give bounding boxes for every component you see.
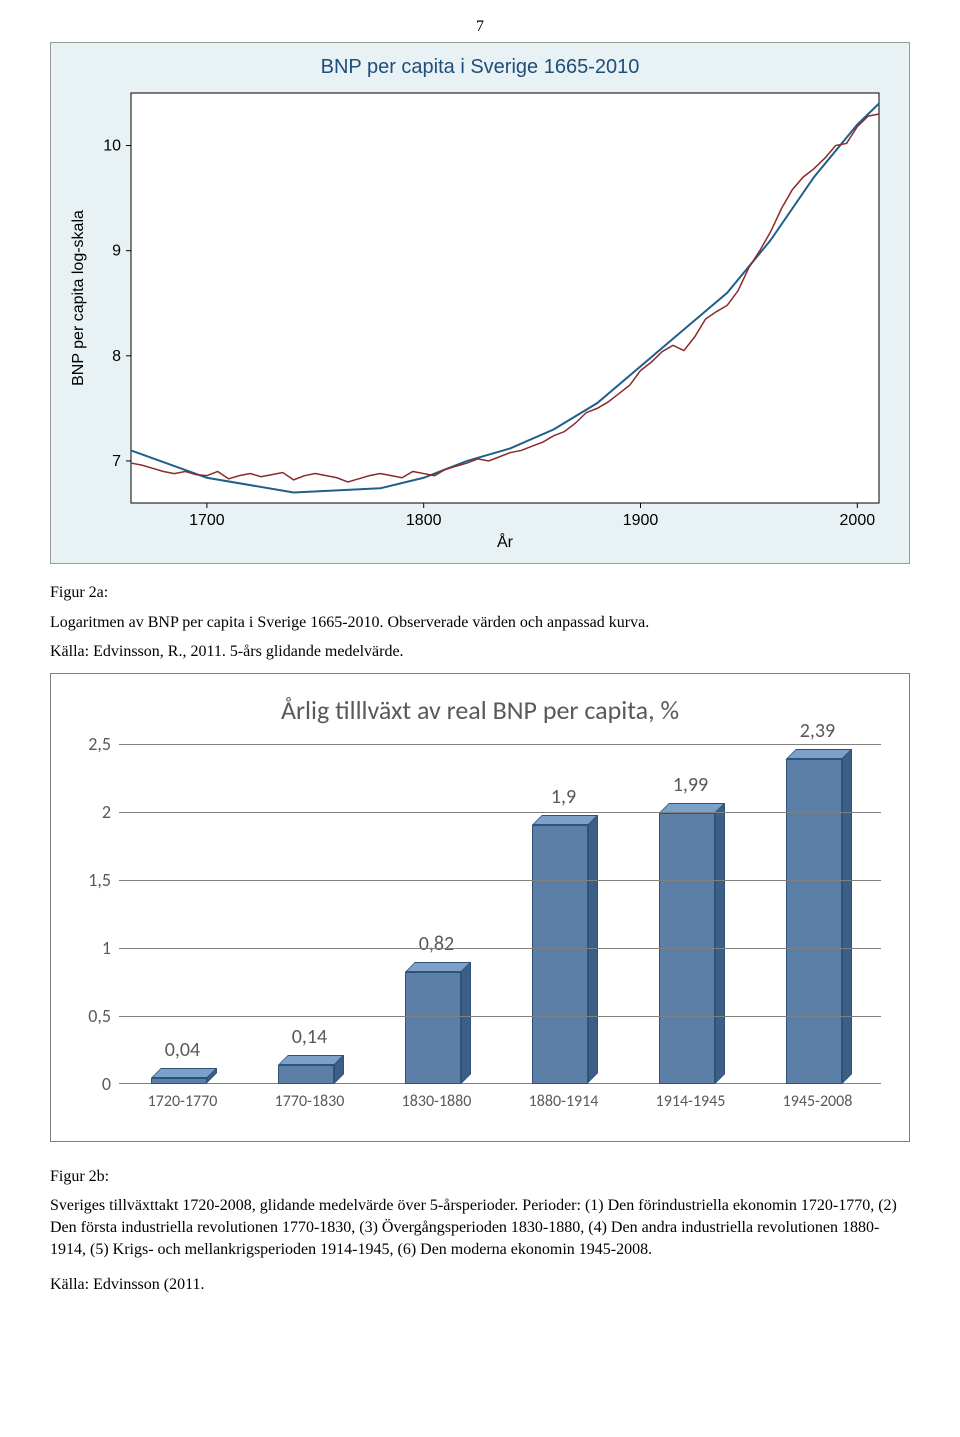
y-tick-label: 0,5 <box>88 1005 111 1027</box>
bar-value-label: 0,82 <box>419 932 454 956</box>
svg-text:1700: 1700 <box>189 512 225 529</box>
bar-column: 0,04 <box>119 744 246 1084</box>
top-chart-container: BNP per capita i Sverige 1665-2010 7 8 9 10 1… <box>50 42 910 564</box>
gridline <box>119 744 881 745</box>
line-chart: BNP per capita i Sverige 1665-2010 7 8 9 10 1… <box>51 43 909 563</box>
bar-x-label: 1945-2008 <box>754 1084 881 1111</box>
bar-value-label: 2,39 <box>800 719 835 743</box>
bar-column: 2,39 <box>754 744 881 1084</box>
fig2a-caption: Logaritmen av BNP per capita i Sverige 1… <box>50 612 910 634</box>
bar-x-label: 1880-1914 <box>500 1084 627 1111</box>
bar-x-label: 1830-1880 <box>373 1084 500 1111</box>
svg-text:1900: 1900 <box>623 512 659 529</box>
fig2b-caption: Sveriges tillväxttakt 1720-2008, glidand… <box>50 1195 910 1260</box>
bar <box>278 1065 342 1084</box>
bar-value-label: 1,99 <box>673 773 708 797</box>
gridline <box>119 948 881 949</box>
svg-text:BNP per capita i Sverige 1665-: BNP per capita i Sverige 1665-2010 <box>321 56 640 78</box>
y-tick-label: 1 <box>102 937 111 959</box>
gridline <box>119 1016 881 1017</box>
bars-row: 0,04 0,14 0,82 1,9 1,99 2,39 <box>119 744 881 1084</box>
bar-x-label: 1914-1945 <box>627 1084 754 1111</box>
fig2b-source: Källa: Edvinsson (2011. <box>50 1274 910 1296</box>
bar-column: 0,82 <box>373 744 500 1084</box>
bar-column: 0,14 <box>246 744 373 1084</box>
bar-plot-area: 0,040,140,821,91,992,39 00,511,522,5 <box>119 744 891 1084</box>
bar-chart-container: Årlig tilllväxt av real BNP per capita, … <box>50 673 910 1142</box>
svg-text:1800: 1800 <box>406 512 442 529</box>
gridline <box>119 880 881 881</box>
bar-x-labels: 1720-17701770-18301830-18801880-19141914… <box>119 1084 881 1111</box>
svg-text:BNP per capita log-skala: BNP per capita log-skala <box>70 210 87 386</box>
svg-text:8: 8 <box>112 348 121 365</box>
bar <box>151 1078 215 1083</box>
svg-text:10: 10 <box>103 138 121 155</box>
gridline <box>119 812 881 813</box>
bar-value-label: 0,14 <box>292 1025 327 1049</box>
fig2a-label: Figur 2a: <box>50 582 910 604</box>
y-tick-label: 1,5 <box>88 869 111 891</box>
y-tick-label: 0 <box>102 1073 111 1095</box>
y-tick-label: 2,5 <box>88 733 111 755</box>
svg-text:9: 9 <box>112 243 121 260</box>
bar-x-label: 1770-1830 <box>246 1084 373 1111</box>
bar-column: 1,9 <box>500 744 627 1084</box>
bar <box>786 759 850 1084</box>
fig2b-label: Figur 2b: <box>50 1166 910 1188</box>
svg-text:7: 7 <box>112 453 121 470</box>
bar <box>532 825 596 1083</box>
bar-column: 1,99 <box>627 744 754 1084</box>
page-number: 7 <box>50 0 910 42</box>
svg-text:År: År <box>497 532 514 551</box>
fig2a-source: Källa: Edvinsson, R., 2011. 5-års glidan… <box>50 641 910 663</box>
bar-x-label: 1720-1770 <box>119 1084 246 1111</box>
bar-value-label: 1,9 <box>551 785 576 809</box>
y-tick-label: 2 <box>102 801 111 823</box>
bar <box>405 972 469 1084</box>
svg-text:2000: 2000 <box>840 512 876 529</box>
bar-value-label: 0,04 <box>165 1038 200 1062</box>
bar-chart-title: Årlig tilllväxt av real BNP per capita, … <box>69 694 891 726</box>
